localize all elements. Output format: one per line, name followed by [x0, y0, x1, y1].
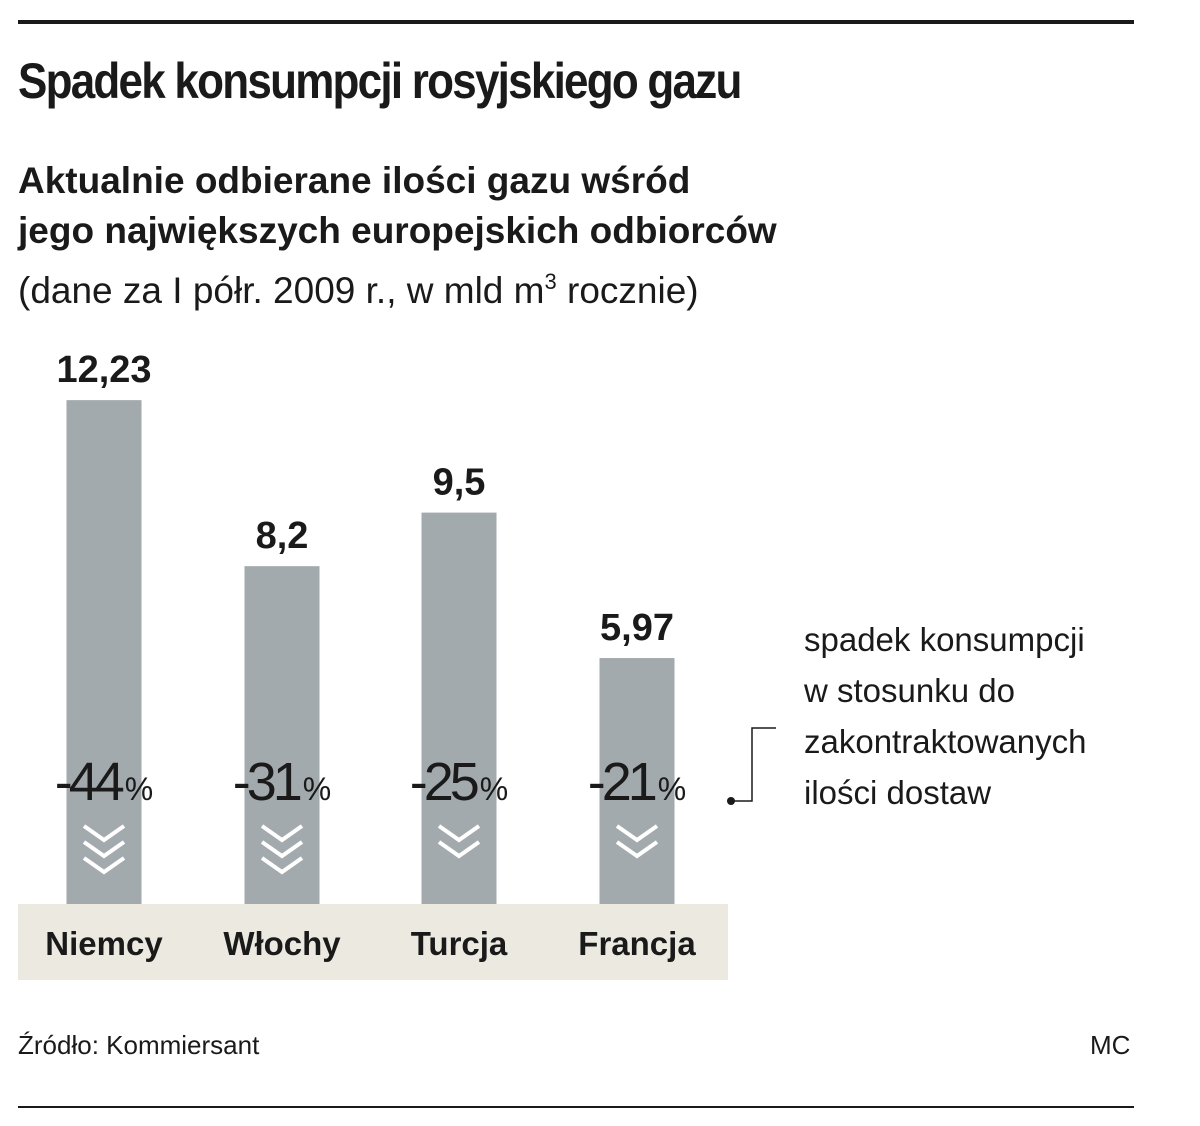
change-value-1: -31 [233, 752, 301, 812]
change-value-2: -25 [410, 752, 478, 812]
value-label-3: 5,97 [600, 607, 674, 649]
category-label-2: Turcja [411, 925, 508, 962]
value-label-1: 8,2 [256, 515, 309, 557]
chevron-down-icon [615, 824, 659, 843]
bar-0 [66, 400, 142, 904]
change-value-3: -21 [588, 752, 656, 812]
bottom-rule [18, 1106, 1134, 1108]
chevron-down-icon [260, 824, 304, 843]
chevron-down-icon [260, 840, 304, 859]
value-label-2: 9,5 [433, 462, 486, 504]
category-label-3: Francja [578, 925, 696, 962]
change-label-1: -31% [233, 752, 332, 812]
author-initials: MC [1090, 1030, 1131, 1060]
change-label-3: -21% [588, 752, 687, 812]
change-unit-2: % [480, 771, 508, 807]
bar-2 [421, 512, 497, 904]
top-rule [18, 20, 1134, 24]
change-value-0: -44 [55, 752, 124, 812]
source-label: Źródło: Kommiersant [18, 1030, 260, 1060]
change-label-0: -44% [55, 752, 154, 812]
chevron-down-icon [82, 824, 126, 843]
change-unit-0: % [125, 771, 153, 807]
change-label-2: -25% [410, 752, 509, 812]
bar-3 [599, 658, 675, 904]
subtitle-line-1: Aktualnie odbierane ilości gazu wśród [18, 160, 691, 201]
category-band [18, 904, 728, 980]
units-prefix: (dane za I półr. 2009 r., w mld m [18, 270, 545, 311]
chevron-down-icon [82, 856, 126, 875]
chart-subtitle: Aktualnie odbierane ilości gazu wśród je… [18, 156, 777, 256]
note-line-2: w stosunku do [804, 672, 1015, 709]
change-unit-1: % [303, 771, 331, 807]
subtitle-line-2: jego największych europejskich odbiorców [18, 210, 777, 251]
chart-title: Spadek konsumpcji rosyjskiego gazu [18, 53, 742, 109]
value-label-0: 12,23 [56, 349, 151, 391]
category-label-1: Włochy [223, 925, 341, 962]
change-unit-3: % [658, 771, 686, 807]
units-suffix: rocznie) [556, 270, 699, 311]
units-superscript: 3 [544, 269, 557, 294]
note-line-1: spadek konsumpcji [804, 621, 1085, 658]
chevron-down-icon [437, 824, 481, 843]
chevron-down-icon [437, 840, 481, 859]
chevron-down-icon [615, 840, 659, 859]
note-line-4: ilości dostaw [804, 774, 992, 811]
change-note: spadek konsumpcji w stosunku do zakontra… [804, 614, 1184, 818]
note-line-3: zakontraktowanych [804, 723, 1087, 760]
bar-1 [244, 566, 320, 904]
leader-line [731, 727, 776, 802]
chevron-down-icon [82, 840, 126, 859]
units-note: (dane za I półr. 2009 r., w mld m3 roczn… [18, 257, 699, 316]
category-label-0: Niemcy [45, 925, 163, 962]
chevron-down-icon [260, 856, 304, 875]
